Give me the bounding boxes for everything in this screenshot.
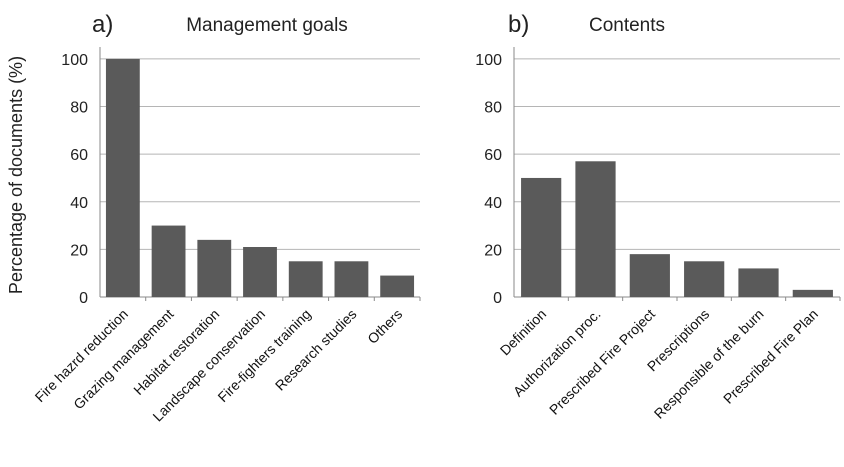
bar <box>243 247 277 297</box>
y-tick-label: 0 <box>493 290 502 307</box>
y-tick-label: 100 <box>475 52 502 69</box>
panel-label-b: b) <box>508 11 529 38</box>
panel-contents: b) Contents 020406080100DefinitionAuthor… <box>475 11 841 422</box>
x-tick-label: Research studies <box>272 306 360 394</box>
bar <box>792 289 833 297</box>
bar <box>151 225 186 297</box>
bar <box>521 177 562 297</box>
x-tick-label: Prescribed Fire Plan <box>720 306 821 407</box>
bar <box>197 239 232 297</box>
chart-title-a: Management goals <box>186 15 348 36</box>
panel-label-a: a) <box>92 11 113 38</box>
chart-title-b: Contents <box>589 15 665 36</box>
y-tick-label: 40 <box>484 195 502 212</box>
x-tick-label: Prescribed Fire Project <box>546 306 658 418</box>
y-tick-label: 20 <box>70 242 88 259</box>
bar <box>575 161 616 297</box>
x-tick-label: Others <box>364 306 405 347</box>
y-tick-label: 60 <box>484 147 502 164</box>
x-tick-label: Definition <box>497 306 550 359</box>
y-tick-label: 20 <box>484 242 502 259</box>
y-axis-label: Percentage of documents (%) <box>6 56 26 294</box>
y-tick-label: 80 <box>70 100 88 117</box>
y-tick-label: 80 <box>484 100 502 117</box>
y-tick-label: 40 <box>70 195 88 212</box>
y-tick-label: 0 <box>79 290 88 307</box>
bar <box>738 268 779 297</box>
x-tick-label: Habitat restoration <box>130 306 222 398</box>
y-tick-label: 100 <box>61 52 88 69</box>
bar <box>380 275 415 297</box>
bar <box>684 261 725 297</box>
bar <box>105 58 140 298</box>
bar <box>629 254 670 297</box>
y-tick-label: 60 <box>70 147 88 164</box>
x-tick-label: Responsible of the burn <box>651 306 767 422</box>
bar <box>288 261 323 297</box>
bar <box>334 261 369 297</box>
